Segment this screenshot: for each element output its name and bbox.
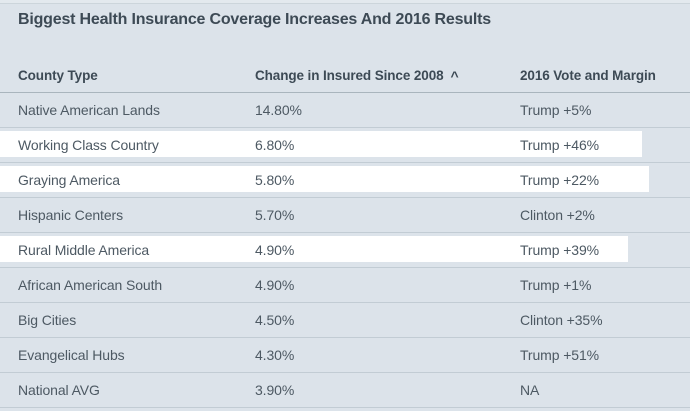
cell-change-insured: 14.80% bbox=[255, 102, 302, 118]
top-divider bbox=[0, 0, 690, 4]
cell-county-type: African American South bbox=[18, 277, 163, 293]
table-row: Working Class Country 6.80% Trump +46% bbox=[0, 128, 690, 163]
cell-vote-margin: Trump +39% bbox=[520, 242, 600, 258]
cell-vote-margin: Trump +1% bbox=[520, 277, 592, 293]
cell-change-insured: 4.50% bbox=[255, 312, 295, 328]
cell-change-insured: 4.90% bbox=[255, 242, 295, 258]
table-row: Rural Middle America 4.90% Trump +39% bbox=[0, 233, 690, 268]
table-row: African American South 4.90% Trump +1% bbox=[0, 268, 690, 303]
cell-vote-margin: Clinton +2% bbox=[520, 207, 595, 223]
cell-vote-margin: Clinton +35% bbox=[520, 312, 603, 328]
table-row: Native American Lands 14.80% Trump +5% bbox=[0, 93, 690, 128]
cell-county-type: National AVG bbox=[18, 382, 100, 398]
table-row: Evangelical Hubs 4.30% Trump +51% bbox=[0, 338, 690, 373]
cell-county-type: Hispanic Centers bbox=[18, 207, 123, 223]
cell-vote-margin: Trump +46% bbox=[520, 137, 600, 153]
table-row: Big Cities 4.50% Clinton +35% bbox=[0, 303, 690, 338]
cell-change-insured: 5.70% bbox=[255, 207, 295, 223]
column-header-change-insured[interactable]: Change in Insured Since 2008 ^ bbox=[255, 67, 520, 84]
cell-vote-margin: NA bbox=[520, 382, 540, 398]
table-header-row: County Type Change in Insured Since 2008… bbox=[0, 58, 690, 93]
cell-change-insured: 5.80% bbox=[255, 172, 295, 188]
column-header-county-type[interactable]: County Type bbox=[18, 67, 98, 83]
table-row: Hispanic Centers 5.70% Clinton +2% bbox=[0, 198, 690, 233]
cell-county-type: Big Cities bbox=[18, 312, 77, 328]
cell-county-type: Rural Middle America bbox=[18, 242, 150, 258]
table-body: Native American Lands 14.80% Trump +5% Work… bbox=[0, 93, 690, 408]
cell-county-type: Native American Lands bbox=[18, 102, 160, 118]
cell-change-insured: 4.90% bbox=[255, 277, 295, 293]
cell-change-insured: 6.80% bbox=[255, 137, 295, 153]
column-header-vote-margin[interactable]: 2016 Vote and Margin bbox=[520, 67, 656, 83]
cell-vote-margin: Trump +5% bbox=[520, 102, 592, 118]
table-row: National AVG 3.90% NA bbox=[0, 373, 690, 408]
cell-county-type: Working Class Country bbox=[18, 137, 159, 153]
coverage-table: County Type Change in Insured Since 2008… bbox=[0, 58, 690, 408]
cell-county-type: Evangelical Hubs bbox=[18, 347, 125, 363]
cell-change-insured: 4.30% bbox=[255, 347, 295, 363]
cell-county-type: Graying America bbox=[18, 172, 120, 188]
column-header-change-insured-label: Change in Insured Since 2008 bbox=[255, 68, 444, 83]
cell-vote-margin: Trump +51% bbox=[520, 347, 600, 363]
cell-vote-margin: Trump +22% bbox=[520, 172, 600, 188]
cell-change-insured: 3.90% bbox=[255, 382, 295, 398]
page-title: Biggest Health Insurance Coverage Increa… bbox=[18, 11, 491, 28]
sort-ascending-icon: ^ bbox=[450, 68, 459, 84]
table-row: Graying America 5.80% Trump +22% bbox=[0, 163, 690, 198]
